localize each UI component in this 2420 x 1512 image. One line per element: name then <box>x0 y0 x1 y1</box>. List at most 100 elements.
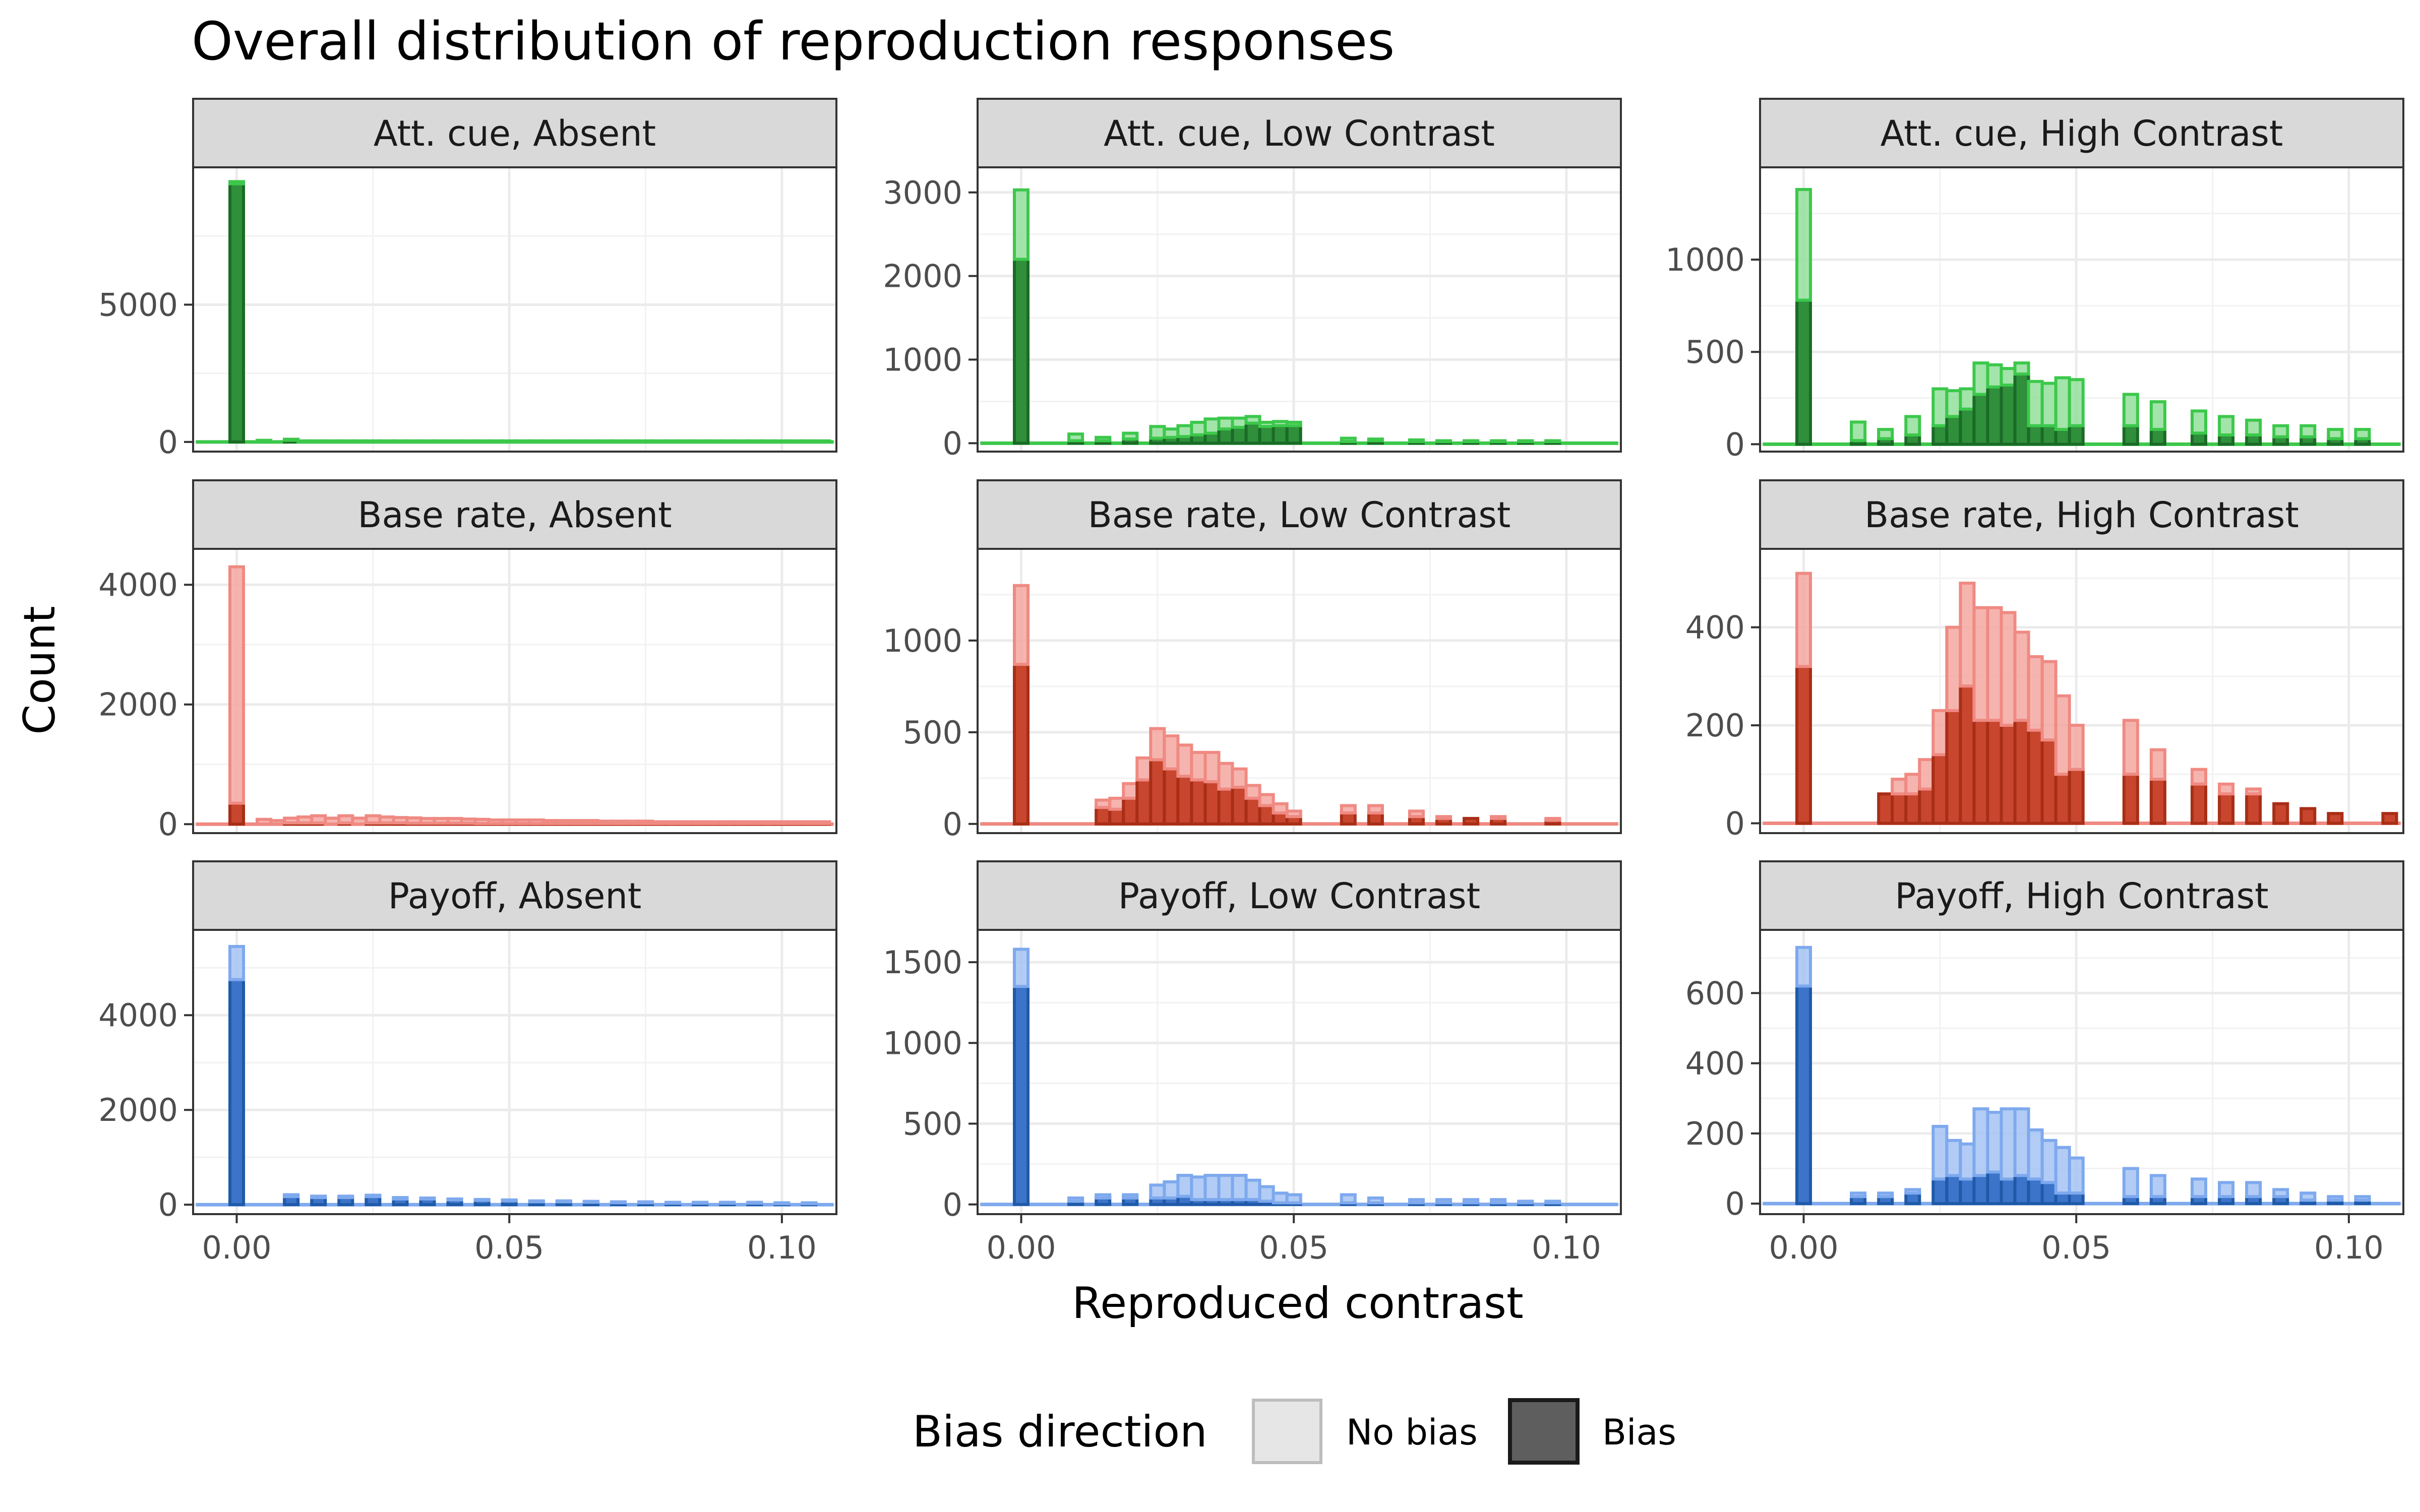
histogram-bar-no-bias <box>787 439 804 444</box>
histogram-bar-no-bias <box>1517 1200 1534 1205</box>
histogram-bar-no-bias <box>596 439 613 444</box>
histogram-bar-no-bias <box>1340 804 1357 814</box>
histogram-bar-no-bias <box>1217 1174 1234 1202</box>
histogram-bar-no-bias <box>705 439 722 444</box>
histogram-bar-no-bias <box>2054 694 2071 776</box>
histogram-bar-no-bias <box>1149 1183 1166 1200</box>
histogram-bar-no-bias <box>337 439 354 444</box>
histogram-bar-no-bias <box>2013 631 2030 722</box>
histogram-bar-no-bias <box>419 816 436 825</box>
histogram-bar-no-bias <box>419 1196 436 1201</box>
histogram-bar-bias <box>2149 778 2166 825</box>
y-tick-label: 600 <box>1685 975 1745 1012</box>
histogram-bar-bias <box>1258 804 1275 826</box>
y-tick-label: 0 <box>1725 805 1745 842</box>
histogram-bar-no-bias <box>365 1193 382 1199</box>
histogram-bar-bias <box>1904 1191 1921 1206</box>
histogram-bar-no-bias <box>433 816 450 825</box>
histogram-bar-no-bias <box>596 820 613 826</box>
facet-panel-base-rate-high-contrast: Base rate, High Contrast 0 200 400 <box>1685 479 2404 842</box>
facet-panel-payoff-high-contrast: Payoff, High Contrast 0 200 400 600 0.00 0.05 0… <box>1685 860 2404 1266</box>
histogram-bar-no-bias <box>1904 773 1921 796</box>
y-tick-label: 200 <box>1685 707 1745 744</box>
histogram-bar-no-bias <box>310 814 327 825</box>
histogram-bar-bias <box>2190 431 2208 446</box>
histogram-bar-bias <box>2040 424 2058 446</box>
histogram-bar-no-bias <box>392 1196 409 1201</box>
histogram-bar-bias <box>1012 663 1030 826</box>
histogram-bar-no-bias <box>678 439 695 444</box>
x-tick-label: 0.00 <box>986 1229 1056 1266</box>
histogram-bar-no-bias <box>1163 1180 1180 1200</box>
histogram-bar-no-bias <box>2327 428 2344 440</box>
histogram-bar-no-bias <box>283 437 300 442</box>
y-tick-label: 500 <box>1685 334 1745 370</box>
y-axis-title: Count <box>15 606 65 734</box>
x-tick-label: 0.05 <box>2041 1229 2111 1266</box>
histogram-bar-no-bias <box>296 439 314 444</box>
histogram-bar-no-bias <box>269 819 286 826</box>
panel-background <box>978 930 1621 1214</box>
y-tick-label: 0 <box>943 806 962 843</box>
facet-strip-label: Base rate, High Contrast <box>1864 494 2299 536</box>
histogram-bar-bias <box>1931 424 1949 446</box>
histogram-bar-no-bias <box>283 1193 300 1199</box>
histogram-bar-no-bias <box>405 439 422 444</box>
histogram-bar-no-bias <box>1544 1200 1561 1205</box>
histogram-bar-no-bias <box>351 816 368 826</box>
facet-panel-att-cue-high-contrast: Att. cue, High Contrast 0 500 1000 <box>1665 98 2404 463</box>
histogram-bar-bias <box>1095 806 1112 826</box>
histogram-bar-no-bias <box>651 439 668 444</box>
facet-strip-label: Att. cue, Low Contrast <box>1104 113 1495 154</box>
histogram-bar-bias <box>1258 425 1275 445</box>
histogram-bar-no-bias <box>1544 816 1561 822</box>
histogram-bar-no-bias <box>1190 420 1207 436</box>
histogram-bar-bias <box>1244 796 1261 826</box>
histogram-bar-no-bias <box>1463 439 1480 444</box>
histogram-bar-no-bias <box>1795 572 1812 668</box>
histogram-bar-no-bias <box>1231 416 1248 429</box>
panel-background <box>193 167 836 452</box>
histogram-bar-no-bias <box>2218 415 2235 437</box>
histogram-bar-no-bias <box>2122 719 2139 776</box>
histogram-bar-no-bias <box>1877 1191 1894 1199</box>
histogram-bar-bias <box>2013 372 2030 446</box>
y-tick-label: 400 <box>1685 609 1745 646</box>
facet-panel-base-rate-absent: Base rate, Absent 0 2000 4000 <box>98 479 837 843</box>
histogram-bar-no-bias <box>2149 1174 2166 1199</box>
histogram-bar-no-bias <box>651 820 668 826</box>
y-tick-label: 0 <box>158 1186 178 1223</box>
histogram-bar-no-bias <box>1285 420 1302 427</box>
histogram-bar-bias <box>1918 787 1935 825</box>
histogram-bar-no-bias <box>1122 782 1139 800</box>
histogram-bar-no-bias <box>1163 734 1180 771</box>
histogram-bar-no-bias <box>582 1200 599 1204</box>
histogram-bar-no-bias <box>1340 436 1357 444</box>
histogram-bar-no-bias <box>2000 611 2017 727</box>
histogram-bar-no-bias <box>555 819 572 826</box>
facet-strip <box>977 479 1622 550</box>
histogram-bar-bias <box>1945 709 1962 825</box>
histogram-bar-no-bias <box>2218 1181 2235 1199</box>
histogram-bar-no-bias <box>1367 1196 1384 1205</box>
histogram-bar-no-bias <box>2272 1188 2289 1199</box>
histogram-bar-bias <box>2068 1191 2085 1206</box>
histogram-bar-no-bias <box>1203 417 1221 435</box>
panel-border <box>1759 548 2404 834</box>
histogram-bar-no-bias <box>582 819 599 826</box>
histogram-bar-bias <box>1945 1174 1962 1206</box>
histogram-bar-no-bias <box>2068 378 2085 427</box>
histogram-bar-no-bias <box>719 820 736 826</box>
histogram-bar-no-bias <box>610 1200 627 1205</box>
histogram-bar-no-bias <box>1231 767 1248 789</box>
histogram-bar-no-bias <box>405 816 422 825</box>
y-tick-label: 1000 <box>883 622 962 659</box>
histogram-bar-no-bias <box>719 1201 736 1205</box>
histogram-bar-no-bias <box>2040 660 2058 742</box>
histogram-bar-no-bias <box>733 820 750 826</box>
histogram-bar-no-bias <box>1258 420 1275 428</box>
histogram-bar-bias <box>2149 428 2166 446</box>
histogram-bar-no-bias <box>2245 1181 2262 1199</box>
histogram-bar-no-bias <box>1891 778 1908 796</box>
histogram-bar-no-bias <box>2054 376 2071 431</box>
